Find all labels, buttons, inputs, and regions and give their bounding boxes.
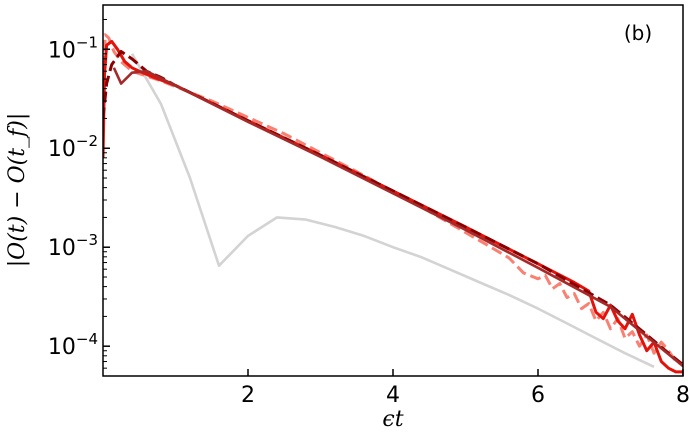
x-tick-label: 4 — [386, 383, 400, 408]
y-axis-label: |O(t) − O(t_f)| — [5, 113, 30, 267]
tick-layer: 2 4 6 8 10−4 10−3 10−2 10−1 — [48, 18, 690, 408]
y-tick-label: 10−2 — [48, 132, 98, 162]
x-tick-label: 2 — [241, 383, 255, 408]
series-layer — [103, 33, 683, 374]
y-tick-label: 10−3 — [48, 231, 98, 261]
series-line-2 — [103, 33, 683, 367]
series-line-1 — [130, 53, 655, 368]
y-tick-label: 10−1 — [48, 33, 98, 63]
x-axis-label: ϵt — [382, 407, 403, 432]
series-line-5 — [112, 67, 683, 368]
x-tick-label: 8 — [676, 383, 690, 408]
y-tick-label: 10−4 — [48, 330, 98, 360]
panel-label: (b) — [624, 21, 652, 45]
series-line-3 — [103, 39, 683, 374]
x-tick-label: 6 — [531, 383, 545, 408]
